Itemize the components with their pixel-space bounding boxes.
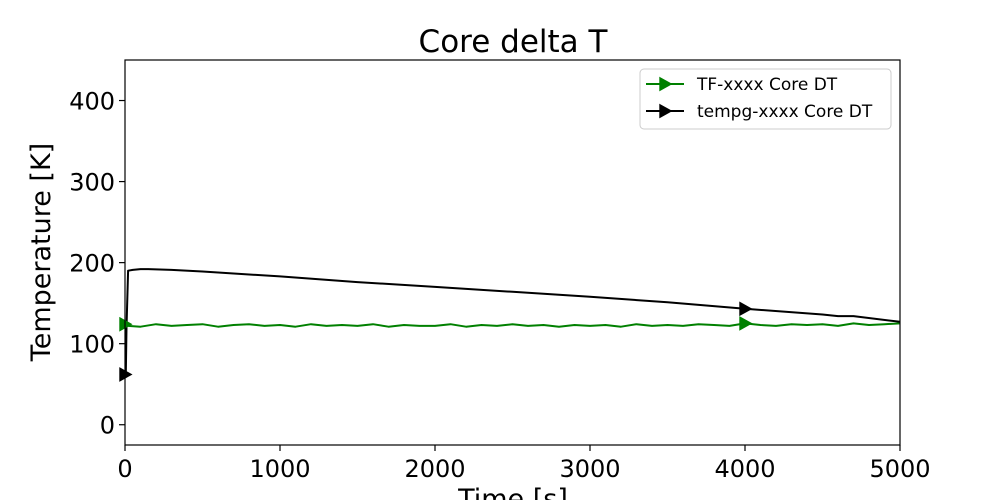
- x-tick-label: 1000: [249, 455, 310, 483]
- plot-area: [119, 59, 901, 446]
- x-tick-label: 5000: [869, 455, 930, 483]
- x-axis: 0 1000 2000 3000 4000 5000: [117, 445, 931, 483]
- y-tick-label: 300: [69, 169, 115, 197]
- series-line-tf-xxxx-core-dt: [125, 322, 900, 328]
- y-axis: 0 100 200 300 400: [69, 88, 125, 440]
- legend: TF-xxxx Core DT tempg-xxxx Core DT: [639, 68, 892, 130]
- x-axis-label: Time [s]: [457, 484, 568, 500]
- legend-marker: [659, 76, 673, 92]
- legend-label: tempg-xxxx Core DT: [697, 102, 873, 122]
- chart-title: Core delta T: [419, 24, 609, 60]
- y-tick-label: 100: [69, 331, 115, 359]
- y-tick-label: 0: [100, 412, 115, 440]
- series-marker: [739, 316, 753, 331]
- series-marker: [119, 316, 133, 332]
- y-tick-label: 200: [69, 250, 115, 278]
- x-tick-label: 4000: [714, 455, 775, 483]
- y-tick-label: 400: [69, 88, 115, 116]
- series-line-tempg-xxxx-core-dt: [125, 268, 900, 376]
- x-tick-label: 0: [117, 455, 132, 483]
- plot-frame: [124, 59, 901, 446]
- y-axis-label: Temperature [K]: [26, 143, 57, 362]
- legend-marker: [659, 103, 673, 119]
- series-marker: [739, 301, 753, 317]
- x-tick-label: 2000: [404, 455, 465, 483]
- legend-label: TF-xxxx Core DT: [696, 75, 838, 95]
- legend-box: [639, 68, 892, 130]
- series-marker: [119, 367, 133, 382]
- x-tick-label: 3000: [559, 455, 620, 483]
